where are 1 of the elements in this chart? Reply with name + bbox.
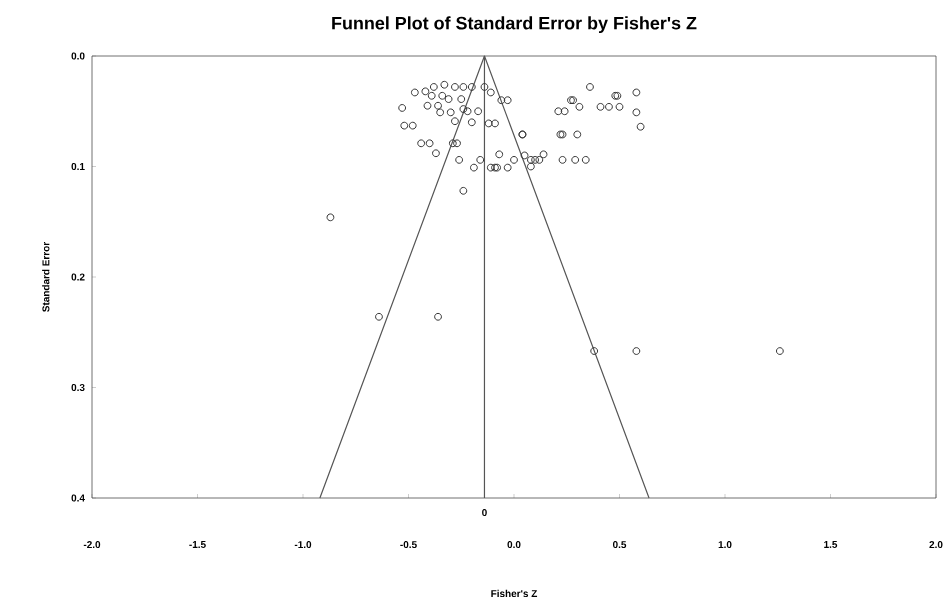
chart-title: Funnel Plot of Standard Error by Fisher's Z [332,16,697,34]
